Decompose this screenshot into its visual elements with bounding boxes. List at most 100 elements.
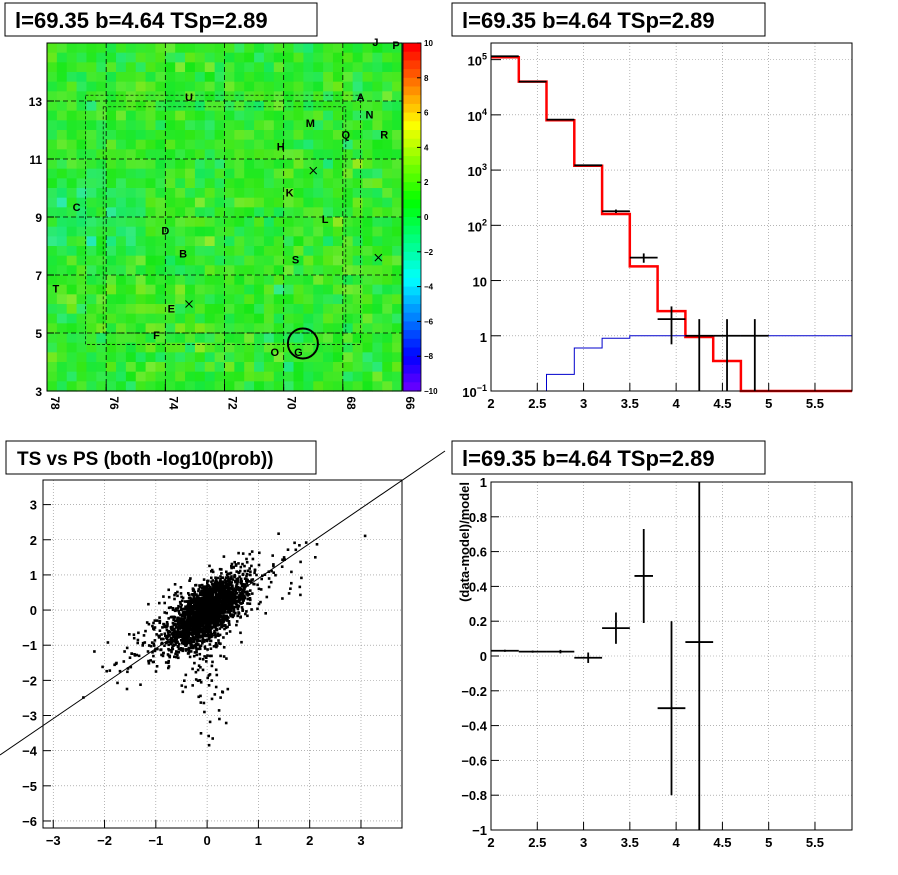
heat-cell	[47, 284, 58, 295]
heat-cell	[155, 255, 166, 266]
heat-cell	[96, 120, 107, 131]
scatter-ytick-label: −4	[22, 744, 38, 759]
scatter-point	[218, 717, 221, 721]
counts-xtick-label: 5.5	[806, 396, 824, 411]
scatter-point	[172, 623, 176, 627]
scatter-point	[186, 611, 190, 614]
heat-cell	[86, 275, 97, 286]
scatter-point	[147, 662, 151, 665]
scatter-point	[184, 649, 188, 652]
heat-cell	[125, 130, 137, 141]
heat-cell	[303, 275, 314, 286]
heat-cell	[96, 43, 107, 54]
heat-cell	[244, 313, 255, 324]
heat-cell	[56, 362, 68, 373]
scatter-point	[201, 633, 204, 636]
heat-cell	[86, 81, 97, 92]
heat-cell	[293, 275, 304, 286]
scatter-ytick-label: −6	[22, 814, 37, 829]
heat-cell	[372, 62, 383, 73]
counts-ytick-label: 105	[468, 52, 487, 69]
scatter-ytick-label: −2	[22, 673, 37, 688]
heat-cell	[293, 81, 304, 92]
heat-cell	[204, 81, 216, 92]
scatter-point	[235, 570, 238, 573]
heat-cell	[372, 246, 383, 257]
heat-cell	[332, 159, 344, 170]
scatter-point	[198, 636, 201, 639]
heat-cell	[392, 362, 403, 373]
heat-cell	[244, 178, 255, 189]
heat-cell	[66, 294, 78, 305]
heat-cell	[392, 197, 403, 208]
scatter-point	[299, 560, 302, 564]
heat-cell	[214, 381, 226, 392]
scatter-point	[237, 605, 241, 608]
heat-cell	[362, 197, 374, 208]
heat-cell	[175, 168, 186, 179]
heat-cell	[392, 52, 403, 63]
heat-cell	[204, 226, 216, 237]
heat-cell	[392, 352, 403, 363]
scatter-point	[144, 629, 147, 633]
heat-cell	[56, 284, 68, 295]
scatter-point	[165, 621, 169, 624]
scatter-point	[245, 557, 248, 561]
scatter-point	[218, 615, 221, 618]
scatter-point	[174, 630, 177, 633]
heat-cell	[204, 130, 216, 141]
heat-cell	[313, 81, 324, 92]
heat-cell	[283, 226, 295, 237]
heat-cell	[47, 207, 58, 218]
colorbar-tick-label: 2	[424, 178, 429, 187]
heat-cell	[194, 91, 206, 102]
heat-cell	[382, 217, 393, 228]
heat-cell	[283, 371, 295, 382]
scatter-point	[193, 644, 197, 647]
heat-cell	[214, 52, 226, 63]
heat-cell	[145, 313, 157, 324]
scatter-point	[239, 582, 243, 585]
scatter-point	[219, 575, 222, 578]
heat-cell	[135, 226, 147, 237]
scatter-point	[241, 599, 245, 602]
heat-cell	[372, 217, 383, 228]
heat-cell	[165, 246, 176, 257]
scatter-point	[196, 668, 200, 672]
heat-cell	[392, 188, 403, 199]
heat-cell	[165, 323, 176, 334]
counts-frame	[490, 42, 853, 392]
heat-cell	[47, 168, 58, 179]
heat-cell	[244, 352, 255, 363]
heat-cell	[372, 130, 383, 141]
heat-cell	[382, 323, 393, 334]
scatter-point	[191, 605, 194, 608]
heat-cell	[66, 149, 78, 160]
heat-cell	[254, 246, 265, 257]
heat-cell	[106, 323, 117, 334]
heat-cell	[66, 265, 78, 276]
scatter-point	[221, 623, 224, 626]
scatter-point	[245, 574, 248, 578]
scatter-point	[167, 643, 170, 647]
heat-cell	[352, 101, 364, 112]
heat-cell	[382, 110, 393, 121]
scatter-point	[153, 649, 157, 653]
heat-cell	[254, 207, 265, 218]
scatter-point	[184, 626, 187, 629]
scatter-xtick-label: 2	[306, 833, 313, 848]
heat-cell	[175, 362, 186, 373]
skymap-grid	[47, 43, 402, 391]
heat-cell	[155, 362, 166, 373]
scatter-point	[225, 632, 228, 635]
scatter-point	[224, 721, 228, 725]
heat-cell	[362, 130, 374, 141]
heat-cell	[332, 197, 344, 208]
heat-cell	[47, 62, 58, 73]
heat-cell	[204, 362, 216, 373]
scatter-point	[195, 653, 199, 657]
heat-cell	[283, 294, 295, 305]
scatter-point	[213, 584, 217, 587]
heat-cell	[96, 149, 107, 160]
scatter-point	[165, 640, 169, 644]
